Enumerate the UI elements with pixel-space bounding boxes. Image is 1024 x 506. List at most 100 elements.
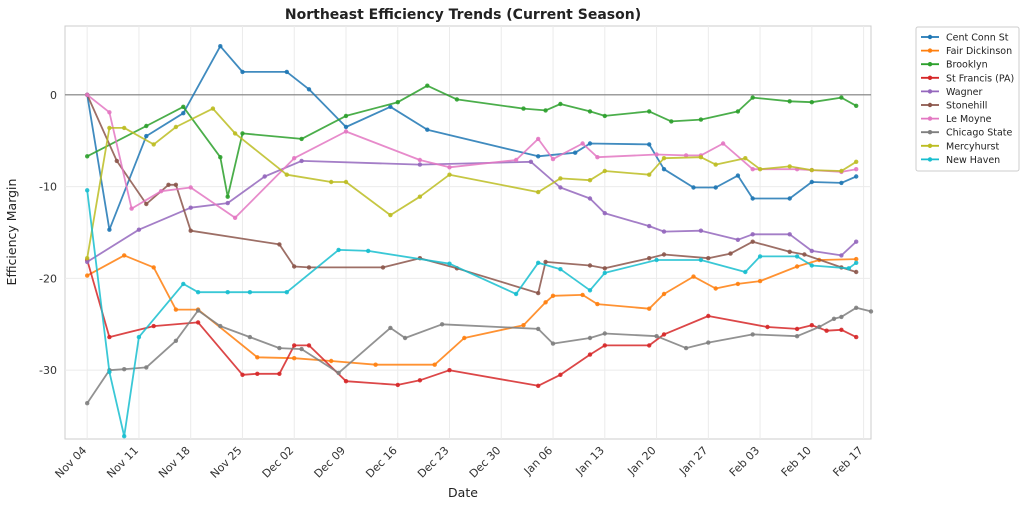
data-point <box>122 367 127 372</box>
data-point <box>580 141 585 146</box>
series-line <box>86 306 872 404</box>
data-point <box>85 154 90 159</box>
data-point <box>284 69 289 75</box>
data-point <box>292 156 297 161</box>
data-point <box>698 257 704 263</box>
data-point <box>787 249 792 254</box>
legend-label: Chicago State <box>946 128 1013 139</box>
data-point <box>706 256 711 261</box>
data-point <box>462 335 467 341</box>
data-point <box>380 265 386 270</box>
series-mercyhurst <box>85 106 859 261</box>
data-point <box>536 326 541 332</box>
plot-area <box>64 25 872 440</box>
data-point <box>513 291 519 297</box>
data-point <box>713 286 718 291</box>
data-point <box>432 362 437 367</box>
data-point <box>151 265 156 270</box>
data-point <box>587 335 593 341</box>
data-point <box>536 136 541 142</box>
data-point <box>85 259 90 265</box>
data-point <box>720 141 726 146</box>
legend-label: Le Moyne <box>946 114 992 125</box>
data-point <box>654 152 659 157</box>
y-axis-title: Efficiency Margin <box>4 179 19 286</box>
data-point <box>580 292 585 298</box>
data-point <box>122 434 127 439</box>
data-point <box>299 158 304 164</box>
legend-marker <box>927 102 933 108</box>
data-point <box>107 369 112 375</box>
data-point <box>181 111 186 116</box>
data-point <box>195 320 201 325</box>
data-point <box>602 270 607 276</box>
data-point <box>329 358 334 364</box>
data-point <box>839 314 844 320</box>
data-point <box>550 293 556 298</box>
legend-marker <box>927 116 933 121</box>
data-point <box>854 260 859 265</box>
data-point <box>247 290 253 295</box>
data-point <box>824 328 829 333</box>
data-point <box>536 260 541 265</box>
data-point <box>691 185 696 190</box>
data-point <box>868 309 874 314</box>
data-point <box>839 95 844 100</box>
data-point <box>543 108 548 113</box>
data-point <box>195 308 201 313</box>
series-new-haven <box>85 188 859 439</box>
data-point <box>587 288 593 293</box>
data-point <box>698 117 704 122</box>
data-point <box>85 256 90 261</box>
x-tick-label: Jan 27 <box>676 444 710 478</box>
data-point <box>292 343 297 348</box>
data-point <box>854 103 859 109</box>
data-point <box>417 162 423 167</box>
data-point <box>247 334 253 340</box>
data-point <box>691 274 696 279</box>
data-point <box>854 174 859 179</box>
data-point <box>447 261 452 266</box>
data-point <box>750 239 755 244</box>
data-point <box>188 185 193 190</box>
data-point <box>757 167 763 172</box>
data-point <box>787 99 792 104</box>
data-point <box>521 323 526 328</box>
data-point <box>425 83 430 88</box>
data-point <box>240 69 245 75</box>
data-point <box>343 379 349 384</box>
data-point <box>107 125 112 131</box>
series-brooklyn <box>85 83 859 199</box>
y-tick-label: -10 <box>39 181 57 194</box>
data-point <box>343 129 349 134</box>
data-point <box>661 252 667 257</box>
data-point <box>809 179 814 185</box>
legend-label: St Francis (PA) <box>946 73 1014 84</box>
data-point <box>794 264 800 269</box>
series-wagner <box>85 158 859 265</box>
data-point <box>144 201 149 207</box>
data-point <box>839 168 844 174</box>
data-point <box>188 228 193 233</box>
data-point <box>255 355 260 360</box>
data-point <box>85 188 90 193</box>
legend-label: Brooklyn <box>946 60 988 71</box>
data-point <box>802 252 807 257</box>
data-point <box>173 124 179 130</box>
legend-label: Wagner <box>946 87 983 98</box>
data-point <box>661 167 667 172</box>
data-point <box>750 95 755 100</box>
legend-marker <box>927 48 933 53</box>
data-point <box>661 156 667 161</box>
data-point <box>240 372 245 377</box>
data-point <box>706 313 711 319</box>
data-point <box>107 227 112 232</box>
data-point <box>284 172 289 177</box>
x-tick-labels: Nov 04 Nov 11 Nov 18 Nov 25 Dec 02 Dec 09 Dec … <box>53 444 866 481</box>
data-point <box>602 266 607 271</box>
legend-marker <box>927 157 933 162</box>
legend-label: Fair Dickinson <box>946 46 1012 57</box>
data-point <box>536 290 541 296</box>
x-axis-title: Date <box>448 485 478 500</box>
data-point <box>647 223 652 229</box>
